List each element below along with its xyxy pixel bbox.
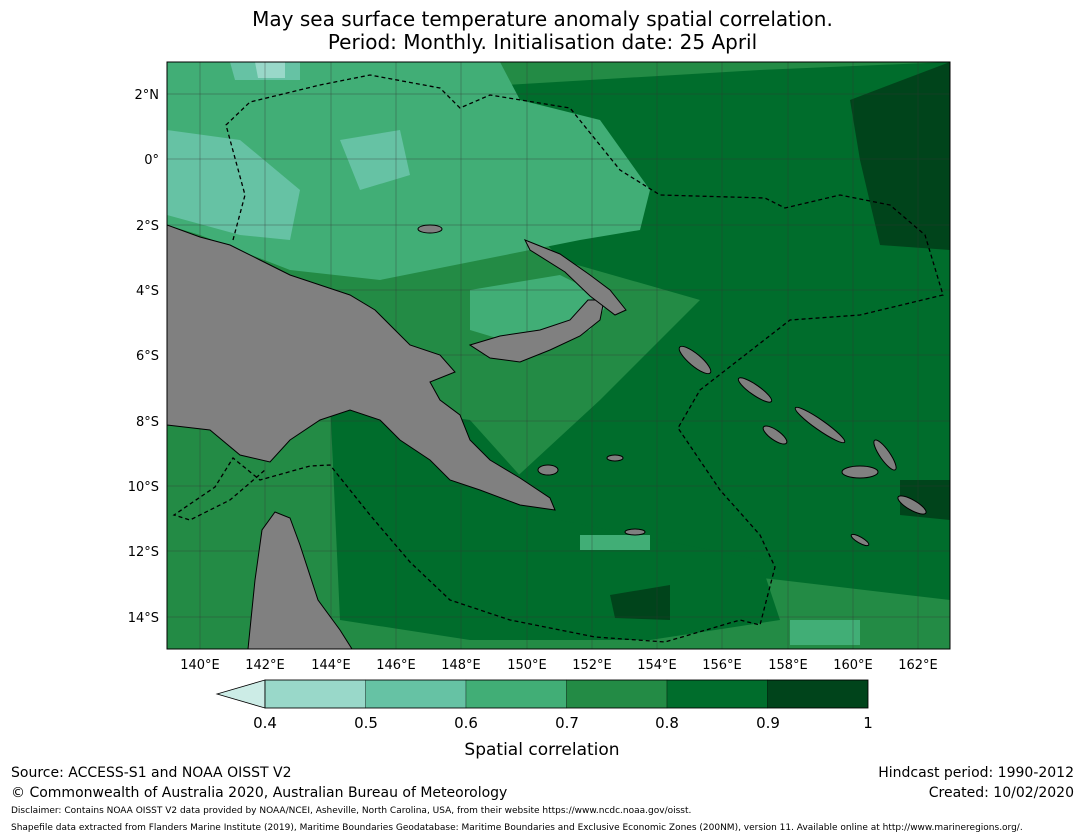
lon-tick: 148°E — [441, 658, 481, 673]
land — [167, 224, 927, 649]
lon-tick: 140°E — [180, 658, 220, 673]
lon-tick: 146°E — [376, 658, 416, 673]
colorbar-segment — [666, 679, 768, 709]
lon-tick: 154°E — [637, 658, 677, 673]
lat-tick: 2°S — [136, 219, 159, 234]
title-line-1: May sea surface temperature anomaly spat… — [252, 7, 833, 31]
lat-tick: 10°S — [128, 480, 159, 495]
lat-tick: 4°S — [136, 284, 159, 299]
colorbar-tick: 0.8 — [655, 714, 679, 732]
created-text: Created: 10/02/2020 — [928, 785, 1074, 801]
colorbar-segment — [465, 679, 567, 709]
colorbar-tick: 1 — [863, 714, 873, 732]
colorbar-segment — [566, 679, 668, 709]
colorbar-tick: 0.5 — [354, 714, 378, 732]
new-britain-land — [468, 299, 605, 363]
colorbar-tick: 0.9 — [756, 714, 780, 732]
lat-tick: 14°S — [128, 611, 159, 626]
colorbar-segment — [264, 679, 366, 709]
hindcast-text: Hindcast period: 1990-2012 — [878, 765, 1074, 781]
lon-tick: 152°E — [572, 658, 612, 673]
lon-tick: 142°E — [245, 658, 285, 673]
shapefile-text: Shapefile data extracted from Flanders M… — [11, 823, 1023, 833]
lat-tick: 6°S — [136, 349, 159, 364]
map-frame — [166, 61, 951, 650]
eez-boundaries — [172, 74, 944, 643]
lon-tick: 150°E — [507, 658, 547, 673]
lat-tick-labels: 2°N 0° 2°S 4°S 6°S 8°S 10°S 12°S 14°S — [128, 88, 159, 626]
disclaimer-text: Disclaimer: Contains NOAA OISST V2 data … — [11, 806, 692, 816]
lat-tick: 8°S — [136, 415, 159, 430]
title-line-2: Period: Monthly. Initialisation date: 25… — [327, 30, 758, 54]
lon-tick: 158°E — [768, 658, 808, 673]
lon-tick-labels: 140°E 142°E 144°E 146°E 148°E 150°E 152°… — [180, 658, 938, 673]
new-ireland-land — [523, 239, 627, 316]
lat-tick: 12°S — [128, 545, 159, 560]
lon-tick: 144°E — [311, 658, 351, 673]
colorbar — [215, 679, 869, 709]
colorbar-segment — [365, 679, 467, 709]
source-text: Source: ACCESS-S1 and NOAA OISST V2 — [11, 765, 292, 781]
colorbar-ticks: 0.4 0.5 0.6 0.7 0.8 0.9 1 — [253, 714, 873, 732]
lon-tick: 160°E — [833, 658, 873, 673]
lon-tick: 162°E — [898, 658, 938, 673]
lat-tick: 2°N — [135, 88, 160, 103]
colorbar-tick: 0.4 — [253, 714, 277, 732]
cape-york-land — [247, 511, 353, 649]
colorbar-segment — [767, 679, 869, 709]
copyright-text: © Commonwealth of Australia 2020, Austra… — [11, 785, 508, 801]
colorbar-frame — [264, 679, 869, 709]
lon-tick: 156°E — [702, 658, 742, 673]
lat-tick: 0° — [144, 153, 159, 168]
colorbar-tick: 0.7 — [555, 714, 579, 732]
colorbar-tick: 0.6 — [454, 714, 478, 732]
colorbar-extend-arrow — [215, 679, 266, 709]
colorbar-label: Spatial correlation — [464, 740, 619, 760]
new-guinea-land — [167, 224, 556, 511]
chart-title: May sea surface temperature anomaly spat… — [0, 8, 1085, 54]
